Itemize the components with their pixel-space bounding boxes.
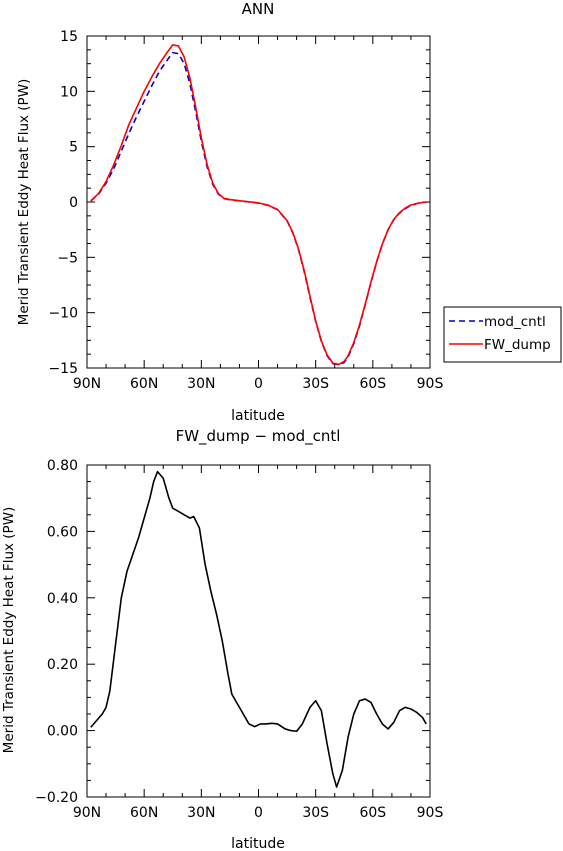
top-chart-frame <box>86 35 431 369</box>
x-tick-label: 60S <box>359 376 386 392</box>
top-chart-xlabel: latitude <box>231 408 285 424</box>
x-tick-label: 60N <box>130 805 158 821</box>
top-chart-ylabel: Merid Transient Eddy Heat Flux (PW) <box>16 79 32 326</box>
top-chart: ANN 90N 60N 30N 0 30S 60S 90S 15 10 5 0 −5 −10 −15 la… <box>16 0 562 424</box>
bottom-chart-tick-labels: 90N 60N 30N 0 30S 60S 90S 0.80 0.60 0.40 0.20 0.00 −… <box>35 458 443 821</box>
bottom-chart-series <box>90 470 427 788</box>
x-tick-label: 90N <box>73 376 101 392</box>
x-tick-label: 90N <box>73 805 101 821</box>
y-tick-label: 0 <box>69 195 78 211</box>
bottom-chart-xlabel: latitude <box>231 836 285 851</box>
x-tick-label: 90S <box>417 805 444 821</box>
x-tick-label: 0 <box>254 805 263 821</box>
x-tick-label: 30S <box>302 376 329 392</box>
x-tick-label: 0 <box>254 376 263 392</box>
bottom-chart-ylabel: Merid Transient Eddy Heat Flux (PW) <box>1 507 17 754</box>
y-tick-label: 5 <box>69 140 78 156</box>
x-tick-label: 30S <box>302 805 329 821</box>
bottom-chart-title: FW_dump − mod_cntl <box>176 427 341 446</box>
top-chart-ticks <box>86 35 431 369</box>
legend-box <box>443 306 562 363</box>
bottom-chart-frame <box>86 464 431 798</box>
series-line-fw-dump <box>90 44 427 366</box>
x-tick-label: 90S <box>417 376 444 392</box>
bottom-chart: FW_dump − mod_cntl 90N 60N 30N 0 30S 60S 90S 0.… <box>1 427 443 851</box>
bottom-chart-ticks <box>86 464 431 798</box>
top-chart-title: ANN <box>242 0 275 18</box>
legend-label-mod-cntl: mod_cntl <box>484 314 546 330</box>
series-line-series-0 <box>90 470 427 788</box>
y-tick-label: 0.20 <box>47 657 78 673</box>
y-tick-label: 0.40 <box>47 591 78 607</box>
y-tick-label: −5 <box>57 250 78 266</box>
x-tick-label: 30N <box>187 376 215 392</box>
y-tick-label: 15 <box>60 29 78 45</box>
y-tick-label: −15 <box>48 361 78 377</box>
y-tick-label: −10 <box>48 306 78 322</box>
top-chart-series <box>90 44 427 366</box>
y-tick-label: 0.80 <box>47 458 78 474</box>
y-tick-label: 10 <box>60 84 78 100</box>
legend-label-fw-dump: FW_dump <box>484 337 551 353</box>
y-tick-label: 0.60 <box>47 524 78 540</box>
x-tick-label: 30N <box>187 805 215 821</box>
y-tick-label: 0.00 <box>47 724 78 740</box>
legend: mod_cntl FW_dump <box>443 306 562 363</box>
x-tick-label: 60N <box>130 376 158 392</box>
x-tick-label: 60S <box>359 805 386 821</box>
y-tick-label: −0.20 <box>35 790 78 806</box>
top-chart-tick-labels: 90N 60N 30N 0 30S 60S 90S 15 10 5 0 −5 −10 −15 <box>48 29 443 392</box>
